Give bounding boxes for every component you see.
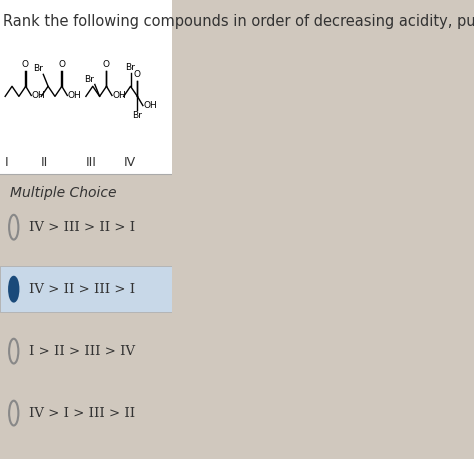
Text: OH: OH xyxy=(68,91,82,100)
Text: O: O xyxy=(134,70,141,79)
Text: Br: Br xyxy=(126,62,136,72)
Text: OH: OH xyxy=(32,91,46,100)
Text: Rank the following compounds in order of decreasing acidity, putting the most ac: Rank the following compounds in order of… xyxy=(3,14,474,29)
Text: IV > III > II > I: IV > III > II > I xyxy=(29,221,135,234)
Text: Multiple Choice: Multiple Choice xyxy=(10,186,117,200)
Text: OH: OH xyxy=(112,91,126,100)
FancyBboxPatch shape xyxy=(0,0,172,174)
Text: Br: Br xyxy=(132,111,142,120)
Text: IV > I > III > II: IV > I > III > II xyxy=(29,407,135,420)
Text: III: III xyxy=(86,156,97,169)
Text: IV: IV xyxy=(124,156,136,169)
Text: IV > II > III > I: IV > II > III > I xyxy=(29,283,135,296)
Text: O: O xyxy=(58,60,65,69)
Text: I > II > III > IV: I > II > III > IV xyxy=(29,345,135,358)
Text: I: I xyxy=(5,156,9,169)
Text: II: II xyxy=(41,156,48,169)
Text: OH: OH xyxy=(143,101,157,110)
Text: O: O xyxy=(22,60,29,69)
Circle shape xyxy=(9,277,18,302)
FancyBboxPatch shape xyxy=(0,174,172,459)
Text: Br: Br xyxy=(33,64,43,73)
Text: Br: Br xyxy=(84,74,94,84)
FancyBboxPatch shape xyxy=(0,266,172,312)
Text: O: O xyxy=(103,60,109,69)
